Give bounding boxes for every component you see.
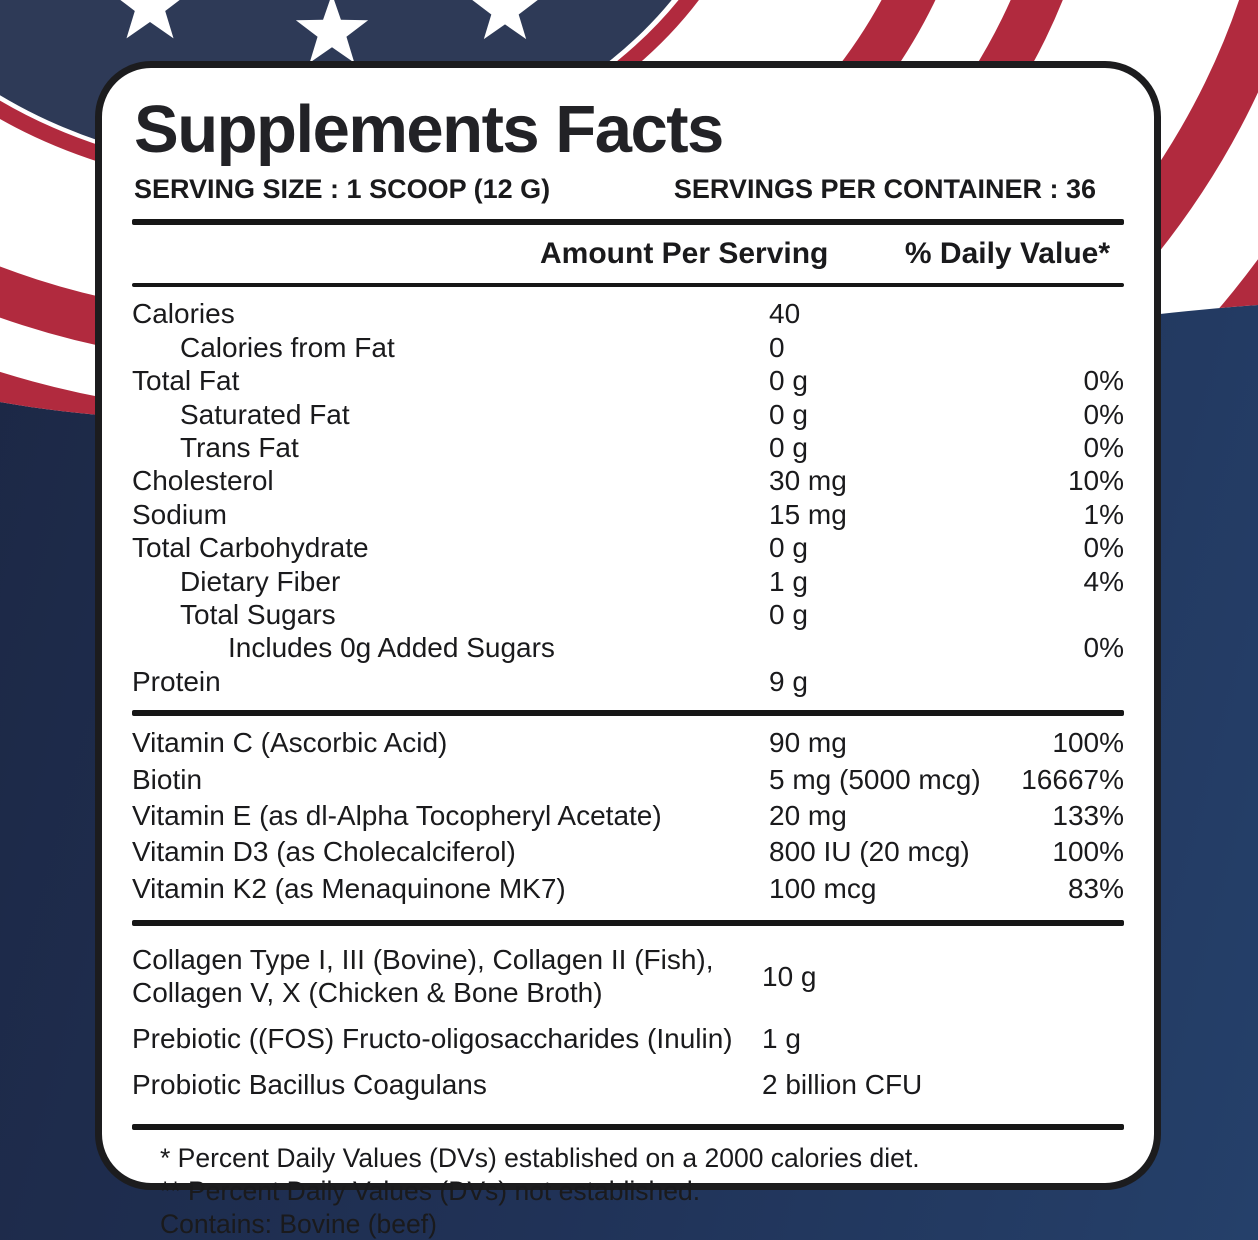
active-ingredient-amount: 10 g <box>762 960 817 992</box>
nutrient-amount: 0 g <box>769 532 808 564</box>
active-ingredient-row: Prebiotic ((FOS) Fructo-oligosaccharides… <box>132 1022 1124 1055</box>
vitamin-row: Vitamin C (Ascorbic Acid) 90 mg 100% <box>132 725 1124 761</box>
nutrient-daily-value: 0% <box>1083 632 1124 664</box>
vitamin-name: Biotin <box>132 763 203 795</box>
active-ingredient-amount: 2 billion CFU <box>762 1069 923 1101</box>
nutrient-row: Saturated Fat 0 g 0% <box>132 398 1124 431</box>
nutrient-row: Calories 40 <box>132 297 1124 330</box>
nutrient-name: Calories <box>132 298 235 330</box>
column-header-amount: Amount Per Serving <box>540 237 829 271</box>
active-ingredient-row: Probiotic Bacillus Coagulans 2 billion C… <box>132 1068 1124 1101</box>
nutrient-name: Total Carbohydrate <box>132 532 369 564</box>
vitamin-row: Vitamin K2 (as Menaquinone MK7) 100 mcg … <box>132 871 1124 907</box>
footnote: Contains: Bovine (beef) <box>160 1209 437 1240</box>
serving-info-row: SERVING SIZE : 1 SCOOP (12 G) SERVINGS P… <box>134 174 1096 205</box>
active-ingredient-row: Collagen Type I, III (Bovine), Collagen … <box>132 943 1124 1009</box>
active-ingredient-name: Probiotic Bacillus Coagulans <box>132 1069 487 1101</box>
nutrient-row: Cholesterol 30 mg 10% <box>132 464 1124 497</box>
vitamin-row: Biotin 5 mg (5000 mcg) 16667% <box>132 762 1124 798</box>
nutrient-name: Total Fat <box>132 365 240 397</box>
nutrient-name: Dietary Fiber <box>180 565 341 597</box>
serving-size-text: SERVING SIZE : 1 SCOOP (12 G) <box>134 174 551 205</box>
nutrient-name: Protein <box>132 665 221 697</box>
nutrient-daily-value: 10% <box>1067 465 1124 497</box>
nutrient-amount: 30 mg <box>769 465 847 497</box>
vitamin-daily-value: 133% <box>1052 800 1124 832</box>
active-ingredient-table: Collagen Type I, III (Bovine), Collagen … <box>132 926 1124 1124</box>
divider <box>132 219 1124 226</box>
nutrient-name: Saturated Fat <box>180 398 350 430</box>
vitamin-daily-value: 100% <box>1052 836 1124 868</box>
vitamin-amount: 90 mg <box>769 727 847 759</box>
nutrient-row: Sodium 15 mg 1% <box>132 498 1124 531</box>
nutrient-amount: 0 g <box>769 431 808 463</box>
panel-title: Supplements Facts <box>134 92 724 167</box>
supplement-facts-panel: Supplements Facts SERVING SIZE : 1 SCOOP… <box>95 61 1161 1239</box>
nutrient-row: Calories from Fat 0 <box>132 331 1124 364</box>
footnotes: * Percent Daily Values (DVs) established… <box>132 1130 1124 1240</box>
nutrient-row: Protein 9 g <box>132 665 1124 698</box>
vitamin-amount: 5 mg (5000 mcg) <box>769 763 981 795</box>
footnote: * Percent Daily Values (DVs) established… <box>160 1143 920 1174</box>
vitamin-name: Vitamin E (as dl-Alpha Tocopheryl Acetat… <box>132 800 662 832</box>
column-header-daily-value: % Daily Value* <box>904 237 1110 271</box>
vitamin-row: Vitamin E (as dl-Alpha Tocopheryl Acetat… <box>132 798 1124 834</box>
nutrient-name: Sodium <box>132 498 227 530</box>
nutrient-row: Dietary Fiber 1 g 4% <box>132 565 1124 598</box>
nutrient-amount: 9 g <box>769 665 808 697</box>
vitamin-name: Vitamin K2 (as Menaquinone MK7) <box>132 872 566 904</box>
nutrient-name: Includes 0g Added Sugars <box>228 632 555 664</box>
vitamin-name: Vitamin C (Ascorbic Acid) <box>132 727 448 759</box>
nutrient-daily-value: 0% <box>1083 532 1124 564</box>
active-ingredient-amount: 1 g <box>762 1023 801 1055</box>
vitamin-daily-value: 16667% <box>1021 763 1124 795</box>
nutrient-row: Trans Fat 0 g 0% <box>132 431 1124 464</box>
nutrient-amount: 40 <box>769 298 801 330</box>
nutrient-name: Total Sugars <box>180 599 336 631</box>
vitamin-name: Vitamin D3 (as Cholecalciferol) <box>132 836 516 868</box>
nutrient-daily-value: 0% <box>1083 365 1124 397</box>
divider <box>132 920 1124 927</box>
nutrient-amount: 1 g <box>769 565 808 597</box>
column-header-row: Amount Per Serving % Daily Value* <box>132 225 1124 283</box>
vitamin-daily-value: 83% <box>1067 872 1124 904</box>
nutrient-daily-value: 0% <box>1083 398 1124 430</box>
nutrient-name: Cholesterol <box>132 465 274 497</box>
nutrient-daily-value: 1% <box>1083 498 1124 530</box>
nutrient-amount: 0 g <box>769 398 808 430</box>
nutrient-name: Trans Fat <box>180 431 299 463</box>
nutrient-table: Calories 40 Calories from Fat 0 Total Fa… <box>132 287 1124 710</box>
servings-per-container-text: SERVINGS PER CONTAINER : 36 <box>673 174 1096 205</box>
vitamin-daily-value: 100% <box>1052 727 1124 759</box>
nutrient-daily-value: 4% <box>1083 565 1124 597</box>
active-ingredient-name: Collagen Type I, III (Bovine), Collagen … <box>132 944 714 1009</box>
nutrient-amount: 0 <box>769 331 785 363</box>
vitamin-amount: 100 mcg <box>769 872 877 904</box>
nutrient-name: Calories from Fat <box>180 331 395 363</box>
nutrient-daily-value: 0% <box>1083 431 1124 463</box>
divider <box>132 1124 1124 1131</box>
vitamin-amount: 800 IU (20 mcg) <box>769 836 970 868</box>
divider <box>132 710 1124 717</box>
vitamin-amount: 20 mg <box>769 800 847 832</box>
vitamin-row: Vitamin D3 (as Cholecalciferol) 800 IU (… <box>132 834 1124 870</box>
vitamin-table: Vitamin C (Ascorbic Acid) 90 mg 100% Bio… <box>132 716 1124 920</box>
nutrient-row: Total Sugars 0 g <box>132 598 1124 631</box>
active-ingredient-name: Prebiotic ((FOS) Fructo-oligosaccharides… <box>132 1023 733 1055</box>
nutrient-amount: 0 g <box>769 599 808 631</box>
footnote: ** Percent Daily Values (DVs) not establ… <box>160 1176 701 1207</box>
nutrient-amount: 15 mg <box>769 498 847 530</box>
nutrient-row: Includes 0g Added Sugars 0% <box>132 631 1124 664</box>
nutrient-row: Total Carbohydrate 0 g 0% <box>132 531 1124 564</box>
nutrient-row: Total Fat 0 g 0% <box>132 364 1124 397</box>
divider <box>132 283 1124 288</box>
nutrient-amount: 0 g <box>769 365 808 397</box>
